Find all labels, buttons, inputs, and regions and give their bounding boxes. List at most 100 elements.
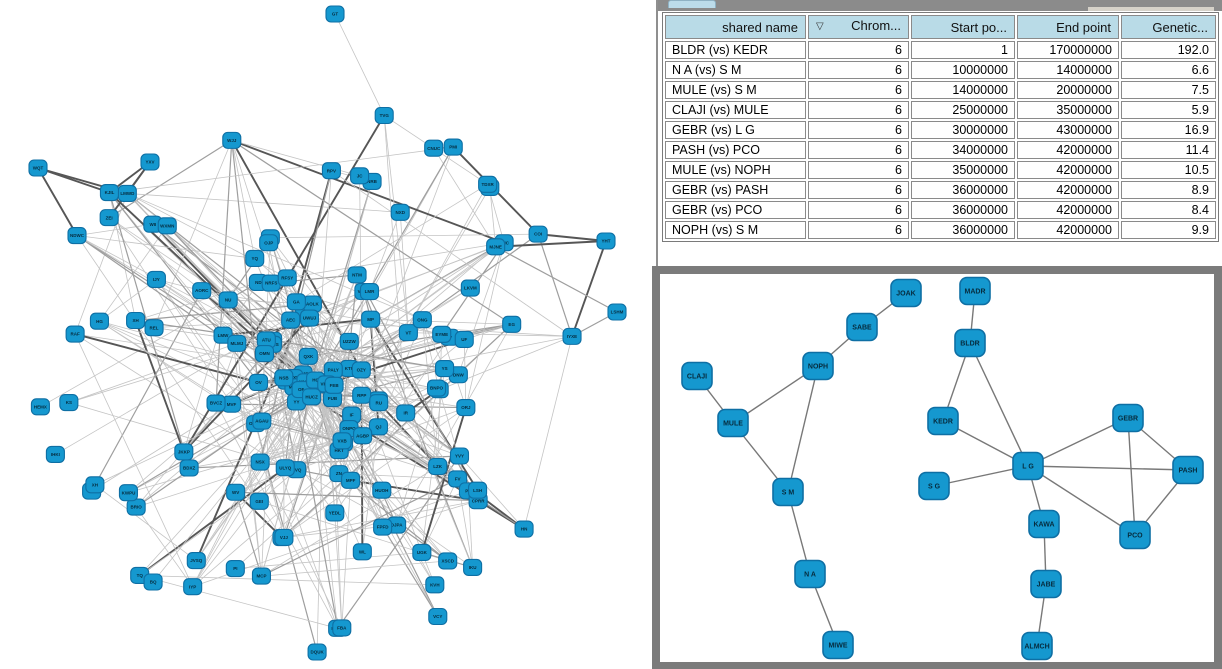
network-node[interactable]: IYXE [562, 327, 582, 345]
network-edge[interactable] [1027, 465, 1136, 536]
network-edge[interactable] [55, 303, 313, 455]
network-edge[interactable] [127, 193, 401, 213]
network-node[interactable]: KJIL [99, 183, 120, 202]
network-edge[interactable] [396, 324, 513, 526]
network-node[interactable]: SABE [846, 312, 878, 342]
network-edge[interactable] [495, 246, 618, 313]
table-cell-chromosome[interactable]: 6 [808, 101, 909, 119]
network-edge[interactable] [135, 385, 311, 508]
network-edge[interactable] [459, 455, 525, 530]
network-edge[interactable] [108, 139, 233, 219]
network-edge[interactable] [76, 235, 295, 388]
network-node[interactable]: MADR [959, 276, 991, 306]
table-cell-chromosome[interactable]: 6 [808, 161, 909, 179]
network-edge[interactable] [309, 274, 358, 387]
network-edge[interactable] [156, 279, 316, 381]
network-edge[interactable] [153, 327, 445, 369]
table-cell-end-point[interactable]: 35000000 [1017, 101, 1119, 119]
network-node[interactable]: XH [85, 476, 105, 494]
network-node[interactable]: N A [794, 559, 826, 589]
network-edge[interactable] [420, 407, 467, 553]
network-node[interactable]: UGK [412, 543, 432, 562]
network-node[interactable]: AGBP [353, 427, 373, 445]
network-node[interactable]: KAWA [1028, 509, 1060, 539]
network-node[interactable]: LSH [468, 481, 488, 499]
network-node[interactable]: IHKI [45, 445, 65, 463]
network-node[interactable]: WQT [28, 159, 48, 177]
network-node[interactable]: RAF [65, 325, 85, 343]
network-node[interactable]: NOPH [802, 351, 834, 381]
network-node[interactable]: AEC [281, 311, 301, 329]
table-cell-start-position[interactable]: 36000000 [911, 201, 1015, 219]
network-edge[interactable] [76, 235, 311, 387]
table-row[interactable]: N A (vs) S M 6 10000000 14000000 6.6 [665, 61, 1216, 79]
network-edge[interactable] [134, 320, 185, 453]
network-node[interactable]: PMI [443, 138, 463, 156]
table-cell-start-position[interactable]: 10000000 [911, 61, 1015, 79]
network-node[interactable]: COI [528, 225, 548, 243]
network-node[interactable]: IJY [146, 270, 166, 288]
network-node[interactable]: BQ [143, 573, 163, 591]
network-node[interactable]: RPV [321, 162, 341, 180]
network-edge[interactable] [156, 279, 311, 387]
network-node[interactable]: JVSQ [186, 552, 206, 570]
network-edge[interactable] [296, 183, 488, 303]
network-edge[interactable] [969, 342, 1029, 467]
network-edge[interactable] [383, 115, 407, 413]
network-edge[interactable] [370, 318, 512, 325]
table-cell-shared-name[interactable]: NOPH (vs) S M [665, 221, 806, 239]
network-node[interactable]: S G [918, 471, 950, 501]
network-edge[interactable] [337, 455, 460, 629]
table-row[interactable]: GEBR (vs) PCO 6 36000000 42000000 8.4 [665, 201, 1216, 219]
network-node[interactable]: VCY [428, 607, 448, 626]
network-node[interactable]: NSX [250, 453, 270, 471]
network-node[interactable]: ONG [412, 311, 432, 329]
network-edge[interactable] [236, 343, 262, 577]
network-edge[interactable] [296, 401, 448, 562]
network-edge[interactable] [94, 379, 316, 486]
network-edge[interactable] [341, 339, 465, 442]
column-header-genetic-distance[interactable]: Genetic... [1121, 15, 1216, 39]
network-edge[interactable] [433, 148, 496, 247]
table-cell-shared-name[interactable]: GEBR (vs) L G [665, 121, 806, 139]
network-node[interactable]: ALMCH [1021, 631, 1053, 661]
network-edge[interactable] [108, 217, 316, 381]
table-cell-end-point[interactable]: 14000000 [1017, 61, 1119, 79]
network-node[interactable]: NSB [274, 369, 294, 387]
network-edge[interactable] [465, 242, 505, 408]
network-node[interactable]: YVY [449, 447, 470, 465]
network-node[interactable]: BRIO [126, 498, 146, 516]
network-node[interactable]: QXK [298, 347, 318, 365]
network-edge[interactable] [74, 333, 194, 587]
network-node[interactable]: FEB [324, 376, 344, 394]
network-edge[interactable] [139, 428, 350, 576]
main-network-canvas[interactable]: QLJNRELOYQCHKTREAOLKGILMWEGIFONPOVFPTWIK… [0, 0, 650, 669]
network-node[interactable]: CLAJI [681, 361, 713, 391]
network-node[interactable]: UZZW [339, 332, 359, 350]
column-header-end-point[interactable]: End point [1017, 15, 1119, 39]
network-edge[interactable] [261, 478, 458, 577]
network-node[interactable]: UWUJ [299, 309, 320, 327]
table-cell-end-point[interactable]: 170000000 [1017, 41, 1119, 59]
network-edge[interactable] [68, 343, 237, 403]
network-node[interactable]: OV [248, 373, 269, 391]
table-cell-chromosome[interactable]: 6 [808, 201, 909, 219]
table-cell-start-position[interactable]: 36000000 [911, 221, 1015, 239]
network-edge[interactable] [135, 506, 193, 587]
network-node[interactable]: KS [59, 394, 79, 412]
network-edge[interactable] [309, 385, 339, 629]
network-node[interactable]: YHT [596, 232, 616, 250]
table-row[interactable]: BLDR (vs) KEDR 6 1 170000000 192.0 [665, 41, 1216, 59]
network-edge[interactable] [538, 233, 607, 242]
network-edge[interactable] [315, 242, 505, 381]
network-node[interactable]: LMWD [117, 184, 137, 202]
table-cell-genetic-distance[interactable]: 8.4 [1121, 201, 1216, 219]
network-edge[interactable] [231, 139, 505, 244]
table-cell-shared-name[interactable]: PASH (vs) PCO [665, 141, 806, 159]
network-edge[interactable] [370, 242, 505, 320]
table-cell-start-position[interactable]: 30000000 [911, 121, 1015, 139]
network-node[interactable]: NTM [347, 266, 367, 284]
table-row[interactable]: PASH (vs) PCO 6 34000000 42000000 11.4 [665, 141, 1216, 159]
network-edge[interactable] [457, 242, 505, 375]
network-edge[interactable] [215, 402, 339, 629]
